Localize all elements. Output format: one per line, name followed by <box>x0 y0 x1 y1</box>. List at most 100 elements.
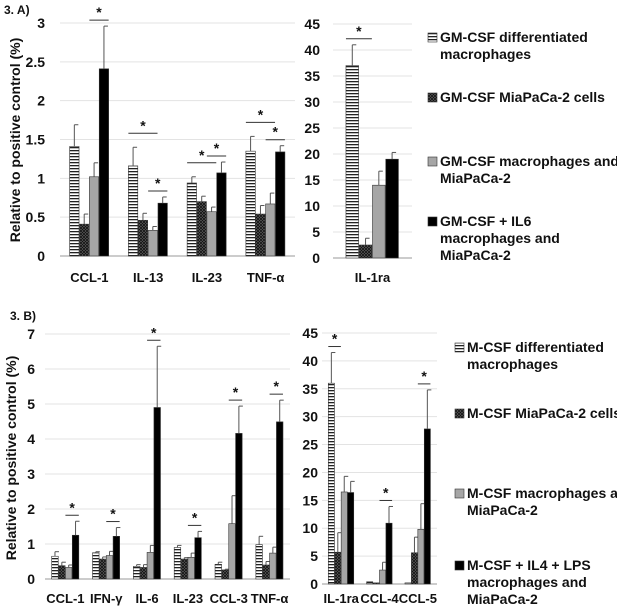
bar-2 <box>379 569 386 585</box>
bar-0 <box>133 566 141 580</box>
y-tick-label: 20 <box>302 464 318 480</box>
bar-1 <box>334 551 342 585</box>
bar-2 <box>147 230 158 257</box>
bar-3 <box>385 158 399 259</box>
bar-2 <box>187 556 195 580</box>
y-tick-label: 30 <box>304 94 320 110</box>
bar-2 <box>89 176 100 257</box>
legend-swatch-2 <box>427 156 438 167</box>
bar-0 <box>92 552 100 580</box>
bar-3 <box>157 202 168 257</box>
y-axis-label-b: Relative to positive control (%) <box>3 356 19 561</box>
y-axis-label-a: Relative to positive control (%) <box>7 38 23 243</box>
category-label: IL-1ra <box>355 270 391 285</box>
bar-1 <box>411 552 418 585</box>
category-label: CCL-1 <box>70 270 108 285</box>
bar-0 <box>327 382 335 585</box>
significance-marker: * <box>273 124 279 140</box>
bar-2 <box>340 491 348 585</box>
significance-marker: * <box>140 117 146 133</box>
legend-entry: GM-CSF MiaPaCa-2 cells <box>440 89 605 105</box>
category-label: TNF-α <box>247 270 285 285</box>
significance-marker: * <box>192 509 198 525</box>
y-tick-label: 3 <box>27 466 35 482</box>
y-tick-label: 0 <box>310 576 318 592</box>
bar-3 <box>385 522 393 585</box>
y-tick-label: 25 <box>302 437 318 453</box>
legend-entry: GM-CSF + IL6 macrophages and MiaPaCa-2 <box>440 213 560 263</box>
bar-3 <box>276 421 284 580</box>
category-label: IL-13 <box>133 270 163 285</box>
bar-3 <box>235 433 243 580</box>
y-tick-label: 35 <box>302 381 318 397</box>
bar-1 <box>221 569 229 580</box>
bar-1 <box>139 567 148 580</box>
legend-entry: M-CSF differentiated macrophages <box>467 339 604 372</box>
legend-swatch-1 <box>427 92 438 103</box>
y-tick-label: 10 <box>304 198 320 214</box>
y-tick-label: 7 <box>27 326 35 342</box>
legend-swatch-0 <box>454 342 465 353</box>
y-tick-label: 5 <box>27 396 35 412</box>
panel-label-b: 3. B) <box>10 309 36 323</box>
y-tick-label: 0 <box>312 250 320 266</box>
significance-marker: * <box>155 175 161 191</box>
bar-3 <box>216 172 227 257</box>
bar-2 <box>65 567 73 580</box>
y-tick-label: 5 <box>312 224 320 240</box>
bar-0 <box>51 555 59 580</box>
y-tick-label: 1.5 <box>26 132 46 148</box>
bar-1 <box>99 558 107 580</box>
y-tick-label: 15 <box>302 492 318 508</box>
significance-marker: * <box>151 324 157 340</box>
bar-2 <box>228 523 236 580</box>
bar-2 <box>265 203 276 257</box>
legend-entry: M-CSF MiaPaCa-2 cells <box>467 405 617 421</box>
significance-marker: * <box>199 147 205 163</box>
significance-marker: * <box>383 484 389 500</box>
panel-label-a: 3. A) <box>4 3 30 17</box>
y-tick-label: 2 <box>27 501 35 517</box>
bar-3 <box>71 534 80 580</box>
bar-1 <box>255 213 266 257</box>
bar-1 <box>262 564 270 580</box>
category-label: IL-23 <box>192 270 222 285</box>
y-tick-label: 2.5 <box>26 54 46 70</box>
significance-marker: * <box>233 384 239 400</box>
legend-swatch-1 <box>454 408 465 419</box>
bar-0 <box>186 182 197 257</box>
bar-0 <box>173 547 182 580</box>
bar-1 <box>137 219 148 257</box>
significance-marker: * <box>258 106 264 122</box>
legend-entry: GM-CSF macrophages and MiaPaCa-2 <box>440 153 617 186</box>
bar-1 <box>358 244 373 259</box>
y-tick-label: 2 <box>37 93 45 109</box>
y-tick-label: 40 <box>302 353 318 369</box>
bar-0 <box>345 65 359 259</box>
bar-3 <box>98 68 109 257</box>
y-tick-label: 40 <box>304 42 320 58</box>
bar-1 <box>79 223 90 257</box>
category-label: IFN-γ <box>90 591 123 606</box>
bar-1 <box>180 558 188 580</box>
y-tick-label: 10 <box>302 520 318 536</box>
y-tick-label: 45 <box>302 325 318 341</box>
legend-swatch-3 <box>454 560 465 571</box>
y-tick-label: 30 <box>302 409 318 425</box>
y-tick-label: 20 <box>304 146 320 162</box>
significance-marker: * <box>214 140 220 156</box>
bar-3 <box>347 492 355 585</box>
y-tick-label: 25 <box>304 120 320 136</box>
bar-0 <box>255 544 263 580</box>
significance-marker: * <box>332 331 338 347</box>
y-tick-label: 0 <box>37 248 45 264</box>
bar-2 <box>372 184 386 259</box>
y-tick-label: 0 <box>27 571 35 587</box>
y-tick-label: 1 <box>37 170 45 186</box>
y-tick-label: 0.5 <box>26 209 46 225</box>
y-tick-label: 15 <box>304 172 320 188</box>
y-tick-label: 1 <box>27 536 35 552</box>
bar-2 <box>417 529 425 585</box>
significance-marker: * <box>69 499 75 515</box>
legend-entry: GM-CSF differentiated macrophages <box>440 29 588 62</box>
